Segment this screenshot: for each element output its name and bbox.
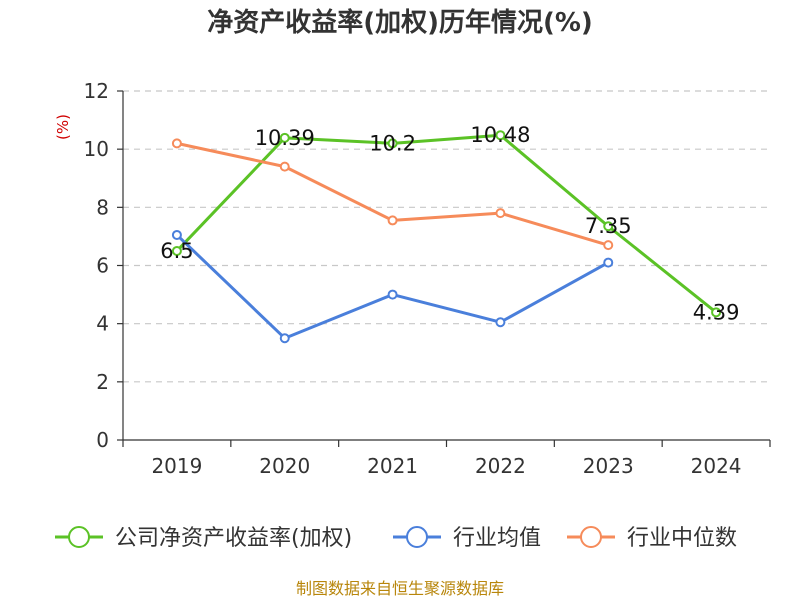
y-tick-label: 6	[96, 254, 109, 278]
y-axis-label: (%)	[54, 114, 72, 140]
data-point	[603, 221, 614, 232]
data-labels: 6.5 10.39 10.2 10.48 7.35 4.39	[160, 123, 739, 324]
data-point	[495, 208, 506, 219]
x-tick-label: 2021	[367, 454, 418, 478]
y-tick-label: 0	[96, 428, 109, 452]
y-tick-label: 4	[96, 312, 109, 336]
legend-label: 行业均值	[453, 526, 541, 551]
x-tick-label: 2020	[259, 454, 310, 478]
data-point	[603, 240, 614, 251]
y-tick-label: 10	[84, 137, 109, 161]
series-line-1	[175, 133, 718, 314]
data-label: 4.39	[693, 300, 740, 324]
data-point	[495, 317, 506, 328]
x-tick-label: 2023	[583, 454, 634, 478]
series-line-3	[176, 141, 609, 247]
data-point	[495, 130, 506, 141]
data-point	[279, 161, 290, 172]
series-layer	[171, 130, 722, 344]
footer-source: 制图数据来自恒生聚源数据库	[296, 579, 504, 598]
y-tick-label: 2	[96, 370, 109, 394]
legend-marker	[406, 526, 428, 548]
legend-marker	[580, 526, 602, 548]
legend-label: 公司净资产收益率(加权)	[115, 526, 352, 551]
x-tick-label: 2022	[475, 454, 526, 478]
legend-marker	[68, 526, 90, 548]
legend-label: 行业中位数	[627, 526, 737, 551]
data-point	[711, 307, 722, 318]
series-line-2	[175, 233, 609, 340]
data-label: 10.39	[255, 126, 315, 150]
data-label: 6.5	[160, 239, 193, 263]
data-point	[279, 132, 290, 143]
y-tick-label: 12	[84, 79, 109, 103]
data-label: 10.2	[369, 131, 416, 155]
data-point	[603, 257, 614, 268]
data-point	[387, 138, 398, 149]
data-point	[279, 333, 290, 344]
data-point	[171, 229, 182, 240]
data-point	[387, 289, 398, 300]
data-point	[171, 245, 182, 256]
data-point	[387, 215, 398, 226]
data-label: 7.35	[585, 214, 632, 238]
gridlines	[123, 90, 770, 383]
axes: 0 2 4 6 8 10 12 2019 2020 2021 2022 2023 2024	[84, 79, 771, 478]
x-tick-label: 2024	[691, 454, 742, 478]
data-label: 10.48	[470, 123, 530, 147]
chart-title: 净资产收益率(加权)历年情况(%)	[207, 7, 593, 38]
data-point	[171, 138, 182, 149]
x-tick-label: 2019	[151, 454, 202, 478]
legend: 公司净资产收益率(加权) 行业均值 行业中位数	[55, 526, 737, 551]
y-tick-label: 8	[96, 195, 109, 219]
